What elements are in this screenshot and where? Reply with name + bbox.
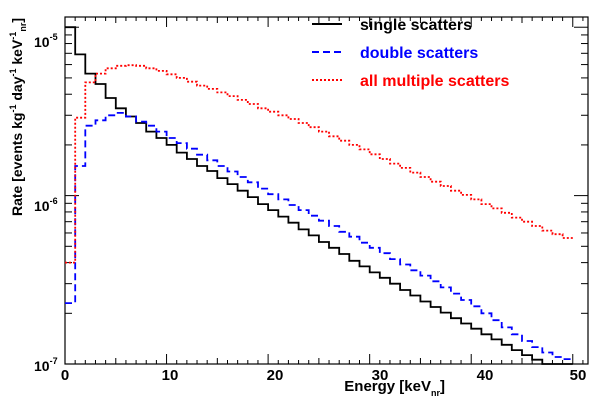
x-tick-label: 40 <box>477 367 494 384</box>
single-scatters-line <box>65 26 573 365</box>
legend-label-single: single scatters <box>360 17 472 34</box>
y-tick-label: 10-6 <box>34 196 58 214</box>
x-tick-label: 50 <box>570 367 587 384</box>
x-tick-label: 20 <box>267 367 284 384</box>
x-tick-label: 30 <box>372 367 389 384</box>
plot-frame <box>64 16 589 365</box>
tick-marks <box>64 17 588 365</box>
x-tick-label: 10 <box>162 367 179 384</box>
double-scatters-line <box>65 112 573 360</box>
x-axis-label: Energy [keVnr] <box>344 378 445 398</box>
y-tick-label: 10-5 <box>34 32 58 50</box>
legend-label-double: double scatters <box>360 45 478 62</box>
series-lines <box>65 26 573 365</box>
legend-label-multiple: all multiple scatters <box>360 73 509 90</box>
legend: single scatters double scatters all mult… <box>312 17 509 90</box>
x-tick-label: 0 <box>61 367 69 384</box>
y-tick-label: 10-7 <box>34 356 58 374</box>
y-axis-label: Rate [events kg-1 day-1 keV-1nr] <box>8 18 28 216</box>
all-multiple-scatters-line <box>65 64 573 264</box>
